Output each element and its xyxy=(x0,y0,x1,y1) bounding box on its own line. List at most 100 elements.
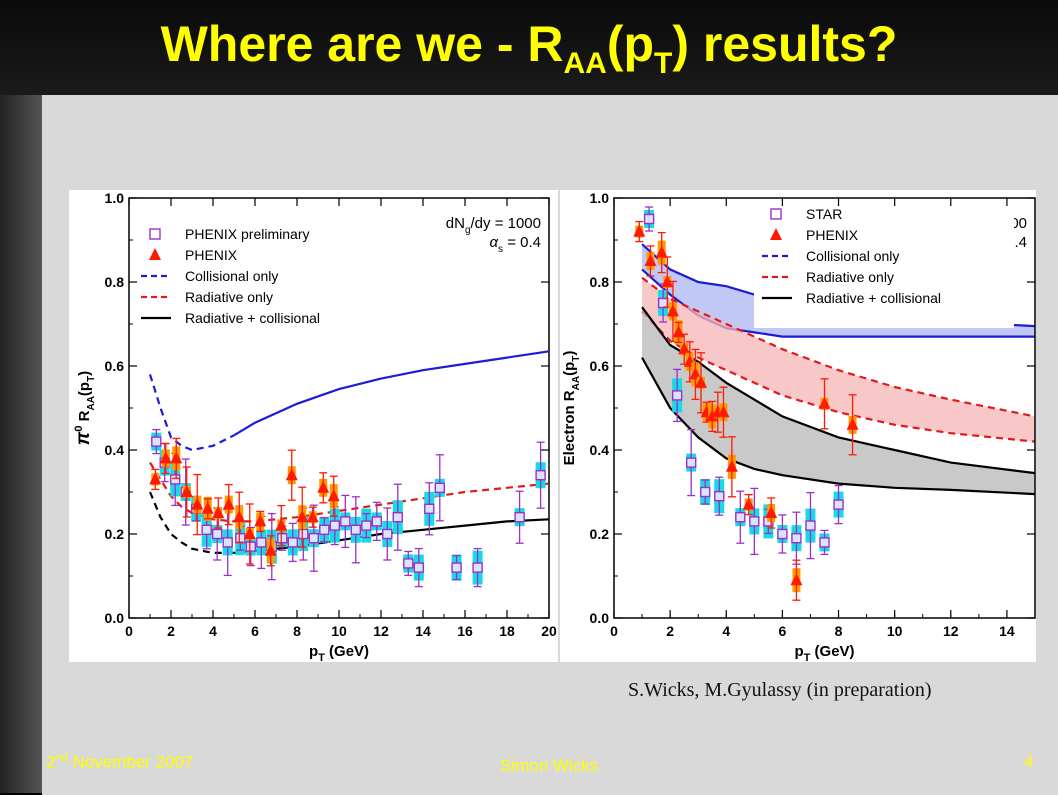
left-point-phenix-preliminary xyxy=(403,558,414,569)
right-point-phenix xyxy=(725,459,738,472)
right-point-star xyxy=(714,491,725,502)
left-point-phenix xyxy=(243,527,256,539)
left-point-phenix-preliminary xyxy=(451,562,462,573)
title-main: Where are we - R xyxy=(160,16,564,72)
right-band-lower-1 xyxy=(641,310,1036,443)
left-point-phenix xyxy=(264,543,277,556)
right-band-fill-2 xyxy=(642,307,1035,495)
right-band-fill-1 xyxy=(642,277,1035,442)
left-point-phenix xyxy=(222,497,235,510)
right-point-phenix xyxy=(695,375,708,388)
left-point-phenix-preliminary xyxy=(256,537,267,548)
left-x-tick-label: 12 xyxy=(373,623,389,639)
right-y-tick-label: 0.0 xyxy=(590,610,610,626)
left-point-phenix-preliminary xyxy=(235,533,246,544)
right-y-tick-label: 0.6 xyxy=(590,358,610,374)
title-end: ) results? xyxy=(672,16,898,72)
right-point-phenix xyxy=(818,396,831,409)
left-point-phenix-preliminary xyxy=(151,436,162,447)
right-point-star xyxy=(685,457,697,468)
left-legend-marker-triangle xyxy=(149,248,161,260)
right-point-star xyxy=(777,528,788,540)
left-y-tick-label: 0.8 xyxy=(105,274,125,290)
right-point-phenix xyxy=(644,254,657,266)
right-point-phenix xyxy=(717,405,730,418)
right-x-tick-label: 2 xyxy=(666,623,674,639)
left-point-phenix xyxy=(212,506,225,518)
right-point-phenix xyxy=(678,342,691,355)
left-point-phenix xyxy=(159,451,172,464)
left-y-axis-label: π0 RAA(pT) xyxy=(73,371,97,445)
left-legend-label: Radiative + collisional xyxy=(185,310,320,326)
left-point-phenix-preliminary xyxy=(277,533,288,544)
left-y-tick-label: 0.0 xyxy=(105,610,125,626)
author: Simon Wicks xyxy=(500,756,599,775)
left-point-phenix-preliminary xyxy=(382,528,393,540)
left-legend-marker-square xyxy=(149,228,161,240)
left-y-tick-label: 0.6 xyxy=(105,358,125,374)
left-point-phenix-preliminary xyxy=(222,537,233,548)
left-point-phenix-preliminary xyxy=(514,512,525,523)
slide-title: Where are we - RAA(pT) results? xyxy=(0,12,1058,96)
left-chart-bg xyxy=(69,190,558,662)
left-point-phenix xyxy=(191,497,204,510)
left-point-phenix xyxy=(233,510,246,523)
right-chart: 0 2 4 6 8 10 12 14 0.0 0.2 0.4 0.6 0.8 1.0 pT (GeV) Ele… xyxy=(561,190,1036,662)
left-curve-dashed-0 xyxy=(148,374,235,452)
left-point-phenix xyxy=(285,468,298,481)
right-legend-label: Radiative only xyxy=(806,269,894,285)
right-point-star xyxy=(700,486,711,498)
left-point-phenix xyxy=(275,518,288,531)
page-number: 4 xyxy=(1024,752,1034,771)
right-point-phenix xyxy=(846,417,859,430)
left-point-phenix-preliminary xyxy=(361,520,372,531)
right-point-star xyxy=(805,520,816,531)
right-point-star xyxy=(791,533,802,544)
left-annotation-density: dNg/dy = 1000 xyxy=(446,215,541,236)
title-sub-t: T xyxy=(654,47,673,80)
right-point-phenix xyxy=(706,409,719,422)
right-y-tick-label: 0.2 xyxy=(590,526,610,542)
title-sub-aa: AA xyxy=(563,47,607,80)
left-point-phenix xyxy=(296,510,309,523)
left-curve-dashed-2 xyxy=(148,491,234,554)
left-legend-label: Radiative only xyxy=(185,289,273,305)
right-point-star xyxy=(735,512,746,523)
left-curve-solid-0 xyxy=(233,350,550,437)
left-point-phenix-preliminary xyxy=(350,524,361,535)
left-curve-1 xyxy=(149,462,550,523)
left-point-phenix-preliminary xyxy=(287,537,299,548)
left-point-phenix-preliminary xyxy=(245,541,257,552)
left-x-axis-label: pT (GeV) xyxy=(309,643,369,662)
left-point-phenix-preliminary xyxy=(201,524,212,535)
right-point-star xyxy=(833,499,844,510)
date: 2nd November 2007 xyxy=(46,752,193,773)
left-point-phenix-preliminary xyxy=(211,528,223,540)
right-legend-label: PHENIX xyxy=(806,227,859,243)
right-point-star xyxy=(671,390,683,401)
left-x-tick-label: 20 xyxy=(541,623,557,639)
right-y-tick-label: 0.8 xyxy=(590,274,610,290)
left-y-tick-label: 0.2 xyxy=(105,526,125,542)
left-point-phenix-preliminary xyxy=(169,474,181,485)
left-x-tick-label: 16 xyxy=(457,623,473,639)
left-chart: 0 2 4 6 8 10 12 14 16 18 20 0.0 0.2 0.4 0.6 0.8 1.0 pT (G… xyxy=(73,190,557,662)
right-point-phenix xyxy=(661,275,674,287)
right-legend-marker-triangle xyxy=(770,228,782,240)
left-point-phenix-preliminary xyxy=(434,482,445,493)
right-x-tick-label: 0 xyxy=(610,623,618,639)
right-band-upper-1 xyxy=(641,276,1036,418)
left-band xyxy=(0,95,42,793)
left-x-tick-label: 2 xyxy=(167,623,175,639)
right-legend-marker-square xyxy=(770,208,782,220)
date-day: 2 xyxy=(46,752,56,772)
right-y-tick-label: 0.4 xyxy=(590,442,610,458)
left-x-tick-label: 14 xyxy=(415,623,431,639)
right-point-phenix xyxy=(655,245,668,258)
left-point-phenix-preliminary xyxy=(319,524,330,535)
left-point-phenix xyxy=(149,472,162,485)
left-point-phenix-preliminary xyxy=(329,520,340,531)
right-x-tick-label: 4 xyxy=(722,623,730,639)
right-point-phenix xyxy=(666,304,679,317)
right-point-phenix xyxy=(633,224,646,237)
